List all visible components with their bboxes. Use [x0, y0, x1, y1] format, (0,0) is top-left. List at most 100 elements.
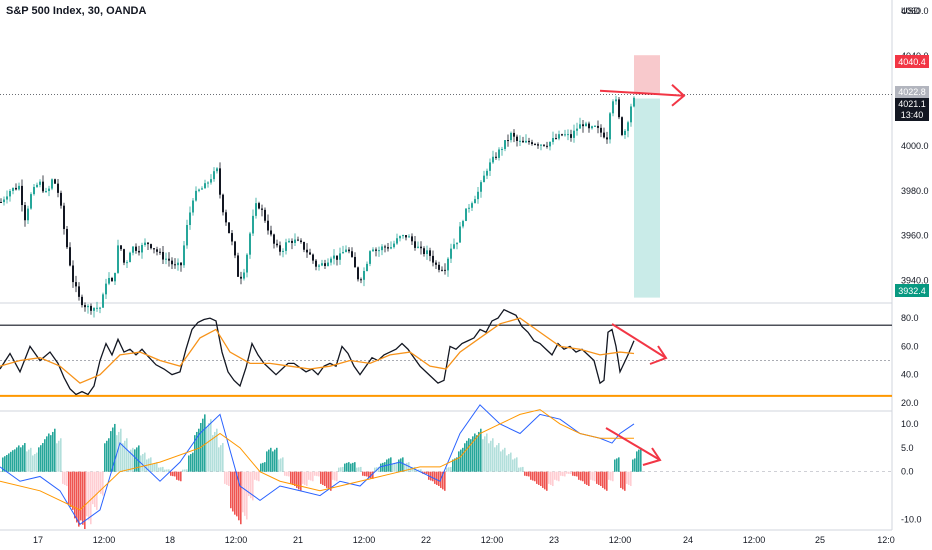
- macd-histogram-bar: [216, 428, 218, 472]
- macd-histogram-bar: [34, 454, 36, 472]
- price-pane[interactable]: [0, 55, 892, 318]
- candle-body: [459, 226, 461, 243]
- candle-body: [450, 248, 452, 259]
- candle-body: [624, 130, 626, 135]
- macd-histogram-bar: [8, 453, 10, 472]
- candle-body: [231, 233, 233, 242]
- chart-title: S&P 500 Index, 30, OANDA: [6, 5, 147, 17]
- candle-body: [465, 208, 467, 221]
- candle-body: [327, 262, 329, 266]
- candle-body: [399, 236, 401, 239]
- macd-histogram-bar: [574, 471, 576, 477]
- candle-body: [582, 124, 584, 127]
- candle-body: [249, 233, 251, 255]
- candle-body: [381, 246, 383, 251]
- macd-histogram-bar: [52, 431, 54, 472]
- candle-body: [369, 251, 371, 264]
- candle-body: [150, 244, 152, 249]
- macd-histogram-bar: [292, 471, 294, 485]
- macd-histogram-bar: [234, 471, 236, 515]
- macd-histogram-bar: [392, 463, 394, 472]
- candle-body: [189, 212, 191, 226]
- candle-body: [255, 203, 257, 216]
- macd-histogram-bar: [538, 471, 540, 485]
- macd-histogram-bar: [214, 431, 216, 472]
- candle-body: [357, 267, 359, 280]
- candle-body: [405, 235, 407, 238]
- macd-histogram-bar: [412, 467, 414, 472]
- macd-histogram-bar: [232, 471, 234, 512]
- candle-body: [84, 305, 86, 308]
- macd-histogram-bar: [168, 469, 170, 472]
- macd-histogram-bar: [128, 451, 130, 472]
- macd-pane[interactable]: [0, 404, 892, 529]
- macd-histogram-bar: [126, 438, 128, 472]
- macd-histogram-bar: [356, 467, 358, 472]
- target-price-label: 3932.4: [898, 286, 926, 296]
- candle-body: [489, 162, 491, 171]
- candle-body: [591, 126, 593, 129]
- candle-body: [372, 249, 374, 252]
- macd-histogram-bar: [468, 438, 470, 472]
- macd-histogram-bar: [312, 471, 314, 482]
- macd-histogram-bar: [334, 471, 336, 481]
- macd-histogram-bar: [246, 471, 248, 520]
- macd-histogram-bar: [626, 471, 628, 484]
- rsi-axis-tick: 60.0: [901, 341, 919, 351]
- macd-histogram-bar: [184, 469, 186, 472]
- candle-body: [78, 286, 80, 297]
- candle-body: [534, 144, 536, 146]
- macd-histogram-bar: [318, 471, 320, 477]
- candle-body: [156, 249, 158, 252]
- time-axis[interactable]: 17 12:00 18 12:00 21 12:00 22 12:00 23 12:00 24 12:…: [33, 535, 895, 545]
- macd-histogram-bar: [544, 471, 546, 490]
- macd-histogram-bar: [352, 462, 354, 472]
- candle-body: [96, 307, 98, 309]
- rsi-pane[interactable]: [0, 308, 892, 397]
- candle-body: [285, 242, 287, 251]
- macd-histogram-bar: [142, 454, 144, 472]
- candle-body: [318, 265, 320, 267]
- macd-histogram-bar: [12, 450, 14, 472]
- current-price-tag: 4021.1 13:40: [895, 98, 929, 121]
- candle-body: [504, 140, 506, 149]
- candle-body: [354, 256, 356, 268]
- macd-histogram-bar: [534, 471, 536, 482]
- candle-body: [3, 199, 5, 203]
- candle-body: [123, 249, 125, 263]
- macd-histogram-bar: [454, 458, 456, 472]
- macd-histogram-bar: [430, 471, 432, 481]
- macd-histogram-bar: [152, 463, 154, 472]
- current-price-label: 4021.1: [898, 99, 926, 109]
- candle-body: [339, 253, 341, 260]
- price-axis[interactable]: 4060.04040.04020.04000.03980.03960.03940…: [901, 6, 929, 524]
- macd-axis-tick: 10.0: [901, 419, 919, 429]
- candle-body: [501, 148, 503, 150]
- macd-histogram-bar: [186, 469, 188, 472]
- time-axis-tick: 12:00: [353, 535, 376, 545]
- macd-histogram-bar: [518, 467, 520, 472]
- rsi-line: [0, 308, 635, 396]
- rsi-annotation-line: [611, 323, 667, 359]
- macd-histogram-bar: [266, 451, 268, 472]
- macd-histogram-bar: [308, 471, 310, 480]
- candle-body: [408, 236, 410, 238]
- candle-body: [168, 258, 170, 261]
- macd-histogram-bar: [4, 456, 6, 472]
- candle-body: [396, 238, 398, 244]
- target-price-tag: 3932.4: [895, 284, 929, 297]
- macd-histogram-bar: [350, 463, 352, 472]
- countdown-label: 13:40: [901, 110, 924, 120]
- macd-histogram-bar: [602, 471, 604, 488]
- stop-loss-zone: [634, 55, 660, 95]
- macd-histogram-bar: [638, 449, 640, 472]
- macd-histogram-bar: [224, 471, 226, 484]
- macd-histogram-bar: [450, 466, 452, 472]
- candle-body: [111, 277, 113, 282]
- macd-histogram-bar: [166, 469, 168, 472]
- candle-body: [456, 242, 458, 245]
- macd-histogram-bar: [62, 471, 64, 484]
- macd-histogram-bar: [636, 451, 638, 472]
- candle-body: [351, 251, 353, 257]
